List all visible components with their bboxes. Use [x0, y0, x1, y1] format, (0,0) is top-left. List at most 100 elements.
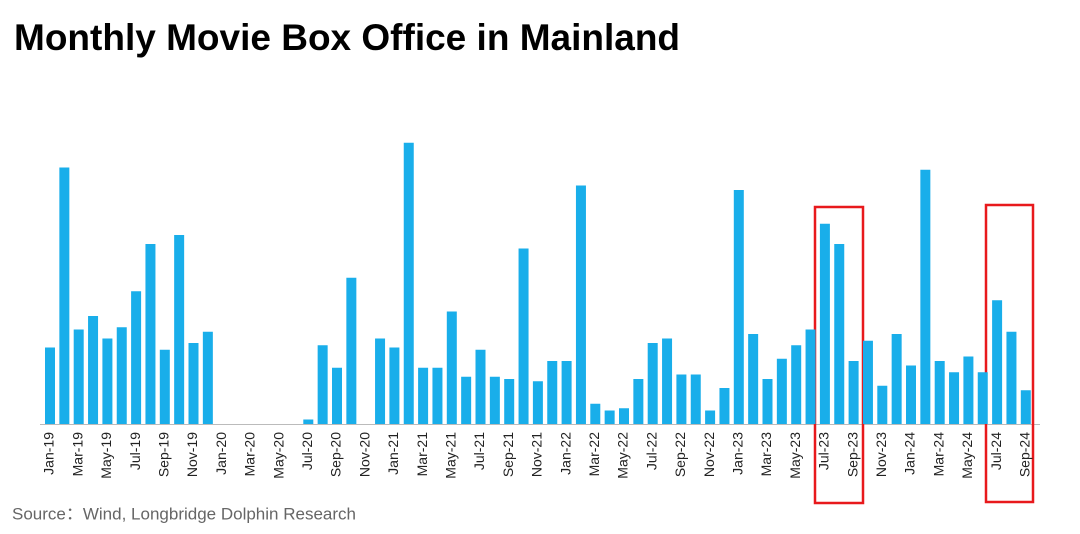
bar	[375, 338, 386, 424]
bar	[102, 338, 113, 424]
bar	[475, 349, 486, 424]
x-tick-label: Sep-19	[156, 432, 172, 477]
bar	[116, 327, 127, 424]
highlight-box	[984, 203, 1035, 504]
bar	[303, 419, 314, 424]
bar	[73, 329, 84, 424]
bar	[805, 329, 816, 424]
bar	[776, 358, 787, 424]
bar	[977, 372, 988, 424]
bar	[532, 381, 543, 424]
x-tick-label: Jan-21	[385, 432, 401, 475]
x-tick-label: Jul-23	[816, 432, 832, 470]
bar	[719, 388, 730, 424]
bar	[647, 343, 658, 424]
x-tick-label: Mar-19	[69, 432, 85, 477]
bar	[992, 300, 1003, 424]
bar	[504, 379, 515, 424]
bar	[748, 334, 759, 424]
bar	[489, 376, 500, 424]
x-tick-label: Jan-19	[41, 432, 57, 475]
bar	[604, 410, 615, 424]
bar	[1020, 390, 1031, 424]
bar	[403, 142, 414, 424]
bar	[346, 277, 357, 424]
x-tick-label: Nov-20	[356, 432, 372, 477]
x-tick-label: Jul-20	[299, 432, 315, 470]
x-tick-label: Jan-24	[902, 432, 918, 475]
bar	[590, 403, 601, 424]
x-tick-label: May-24	[959, 432, 975, 479]
bar	[762, 379, 773, 424]
x-tick-label: Jul-24	[988, 432, 1004, 470]
bar	[690, 374, 701, 424]
x-tick-label: Mar-24	[930, 432, 946, 477]
bar	[317, 345, 328, 424]
bar	[446, 311, 457, 424]
x-tick-label: Jan-22	[557, 432, 573, 475]
bar	[676, 374, 687, 424]
x-tick-label: Jul-22	[643, 432, 659, 470]
bar	[518, 248, 529, 424]
x-tick-label: Jan-20	[213, 432, 229, 475]
bar	[432, 367, 443, 424]
x-tick-label: May-22	[615, 432, 631, 479]
x-tick-label: Nov-22	[701, 432, 717, 477]
x-tick-label: Mar-23	[758, 432, 774, 477]
bar	[920, 169, 931, 424]
x-tick-label: May-19	[98, 432, 114, 479]
bar	[461, 376, 472, 424]
x-tick-label: Jul-21	[471, 432, 487, 470]
bar	[561, 361, 572, 424]
bar	[575, 185, 586, 424]
bar	[202, 331, 213, 424]
bar	[906, 365, 916, 424]
bar	[834, 244, 845, 424]
bar	[389, 347, 400, 424]
x-tick-label: Sep-20	[328, 432, 344, 477]
bar	[418, 367, 429, 424]
bar	[59, 167, 70, 424]
bar	[949, 372, 960, 424]
x-tick-label: Sep-21	[500, 432, 516, 477]
bar	[633, 379, 644, 424]
bar	[705, 410, 716, 424]
bar	[619, 408, 629, 424]
bar	[174, 235, 185, 424]
chart-title: Monthly Movie Box Office in Mainland	[14, 17, 680, 58]
x-tick-label: Nov-23	[873, 432, 889, 477]
x-tick-label: Mar-22	[586, 432, 602, 477]
bar	[159, 349, 170, 424]
x-tick-label: Nov-19	[184, 432, 200, 477]
bar	[963, 356, 974, 424]
bar	[891, 334, 902, 424]
bar	[934, 361, 945, 424]
bar	[662, 338, 673, 424]
bar	[131, 291, 142, 424]
bar	[848, 361, 859, 424]
x-tick-label: Mar-20	[242, 432, 258, 477]
x-tick-label: May-23	[787, 432, 803, 479]
bar	[819, 223, 830, 424]
bar	[547, 361, 558, 424]
bar	[188, 343, 199, 424]
x-tick-label: May-21	[443, 432, 459, 479]
x-tick-label: Sep-22	[672, 432, 688, 477]
x-tick-label: Jul-19	[127, 432, 143, 470]
bar	[1006, 331, 1017, 424]
x-tick-label: Sep-23	[844, 432, 860, 477]
bar	[791, 345, 802, 424]
x-tick-label: Jan-23	[730, 432, 746, 475]
x-tick-label: Nov-21	[529, 432, 545, 477]
bar	[733, 190, 744, 424]
source-note: Source：Wind, Longbridge Dolphin Research	[12, 504, 356, 523]
x-tick-label: May-20	[270, 432, 286, 479]
x-tick-label: Mar-21	[414, 432, 430, 477]
bar	[862, 340, 873, 424]
x-tick-label: Sep-24	[1017, 432, 1033, 477]
bar	[877, 385, 888, 424]
bar	[145, 244, 156, 424]
bar	[88, 316, 99, 424]
bar	[45, 347, 55, 424]
